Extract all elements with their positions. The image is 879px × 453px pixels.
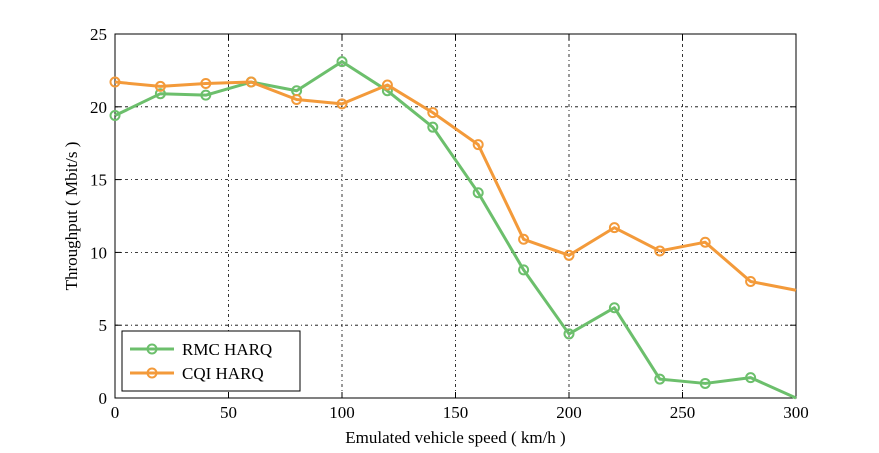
y-tick-label: 0 bbox=[99, 389, 108, 408]
series-1 bbox=[109, 76, 797, 292]
data-point bbox=[745, 372, 757, 384]
series-group bbox=[109, 56, 797, 400]
x-tick-label: 150 bbox=[443, 403, 469, 422]
data-point bbox=[699, 377, 711, 389]
data-point bbox=[154, 80, 166, 92]
x-tick-label: 0 bbox=[111, 403, 120, 422]
y-tick-label: 15 bbox=[90, 171, 107, 190]
data-point bbox=[472, 139, 484, 151]
x-axis-label: Emulated vehicle speed ( km/h ) bbox=[345, 428, 565, 447]
grid-lines bbox=[115, 34, 796, 398]
x-tick-label: 250 bbox=[670, 403, 696, 422]
y-axis-label: Throughput ( Mbit/s ) bbox=[62, 142, 81, 291]
x-tick-label: 100 bbox=[329, 403, 355, 422]
data-point bbox=[472, 187, 484, 199]
data-point bbox=[336, 98, 348, 110]
legend-label: CQI HARQ bbox=[182, 364, 264, 383]
data-point bbox=[654, 373, 666, 385]
data-point bbox=[518, 264, 530, 276]
y-tick-label: 10 bbox=[90, 243, 107, 262]
x-tick-label: 200 bbox=[556, 403, 582, 422]
data-point bbox=[518, 233, 530, 245]
legend-item: CQI HARQ bbox=[130, 364, 264, 383]
series-0 bbox=[109, 56, 797, 400]
data-point bbox=[245, 76, 257, 88]
data-point bbox=[563, 328, 575, 340]
y-tick-label: 5 bbox=[99, 316, 108, 335]
x-tick-label: 300 bbox=[783, 403, 809, 422]
data-point bbox=[608, 222, 620, 234]
legend: RMC HARQ CQI HARQ bbox=[121, 330, 301, 392]
data-point bbox=[563, 249, 575, 261]
legend-swatch-marker bbox=[146, 367, 158, 379]
series-line bbox=[114, 80, 797, 292]
data-point bbox=[608, 302, 620, 314]
data-point bbox=[200, 78, 212, 90]
data-point bbox=[109, 76, 121, 88]
data-point bbox=[427, 107, 439, 119]
data-point bbox=[381, 79, 393, 91]
data-point bbox=[291, 94, 303, 106]
axis-ticks: 0 50 100 150 200 250 300 0 5 10 15 20 25 bbox=[90, 25, 809, 422]
y-tick-label: 20 bbox=[90, 98, 107, 117]
legend-item: RMC HARQ bbox=[130, 340, 272, 359]
data-point bbox=[336, 56, 348, 68]
data-point bbox=[154, 88, 166, 100]
data-point bbox=[745, 276, 757, 288]
legend-swatch-marker bbox=[146, 343, 158, 355]
legend-label: RMC HARQ bbox=[182, 340, 272, 359]
data-point bbox=[699, 236, 711, 248]
legend-box bbox=[121, 330, 301, 392]
data-point bbox=[427, 121, 439, 133]
data-point bbox=[200, 89, 212, 101]
series-line bbox=[114, 60, 797, 400]
x-tick-label: 50 bbox=[220, 403, 237, 422]
data-point bbox=[654, 245, 666, 257]
data-point bbox=[109, 110, 121, 122]
y-tick-label: 25 bbox=[90, 25, 107, 44]
